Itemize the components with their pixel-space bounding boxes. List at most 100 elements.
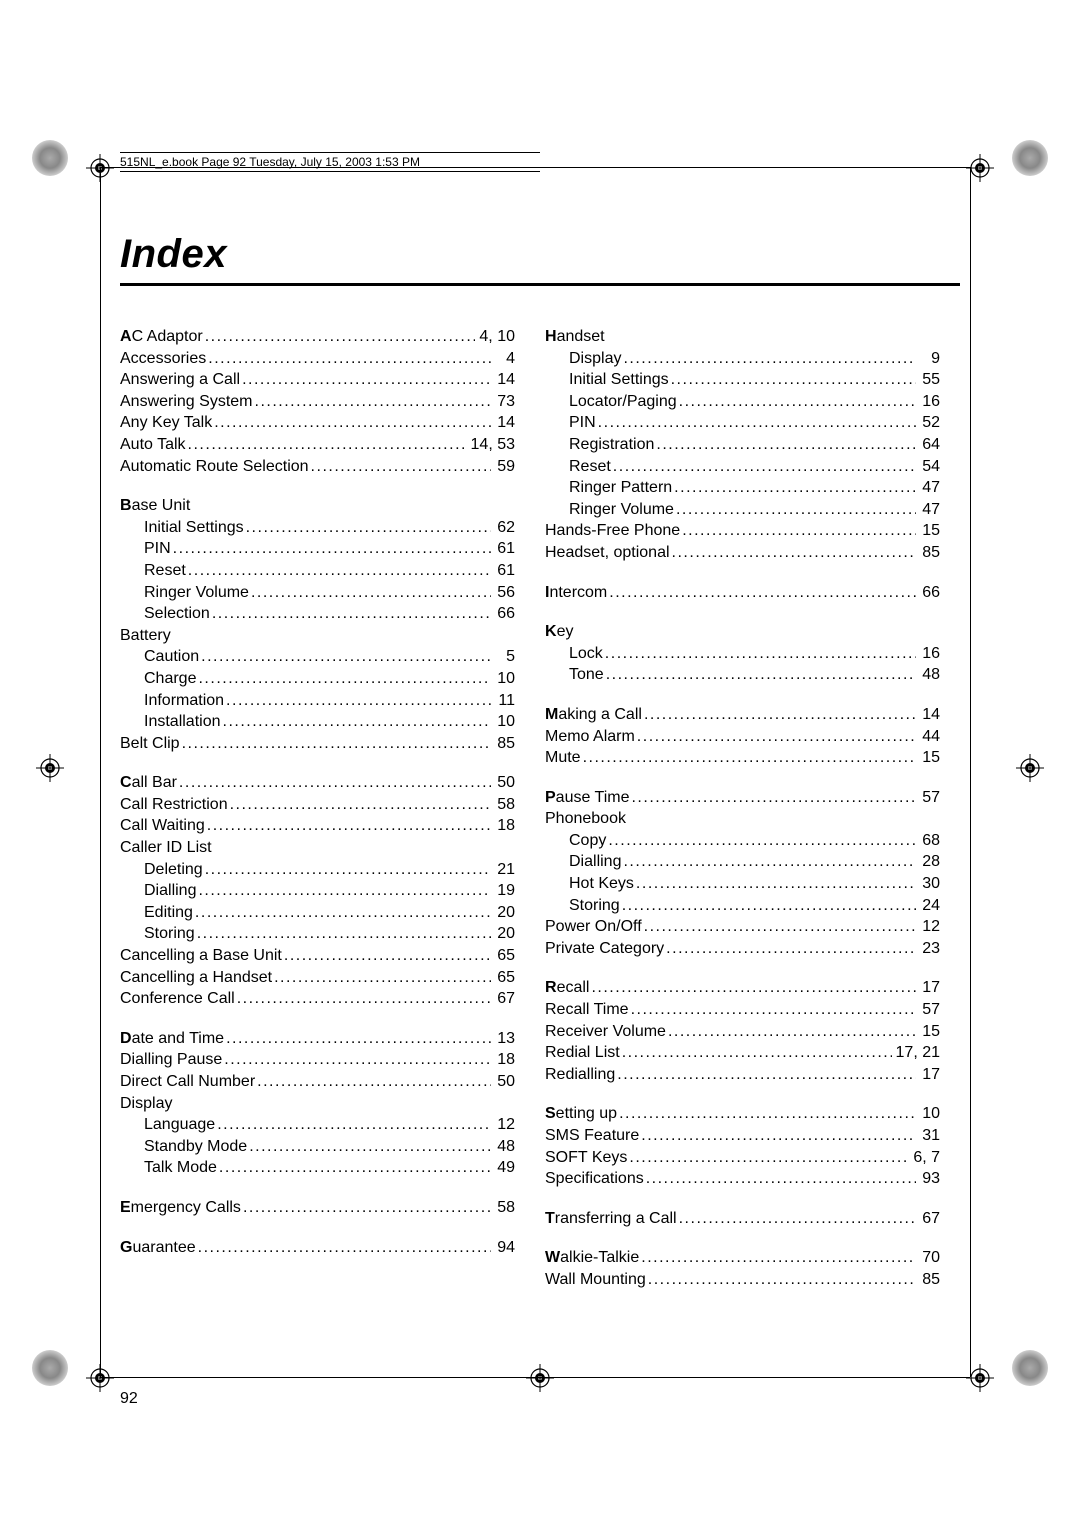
index-page: 17 [916,1064,940,1086]
leader-dots: ........................................… [669,369,916,391]
leader-dots: ........................................… [670,542,916,564]
index-page: 4, 10 [475,326,515,348]
index-label: Making a Call [545,704,642,726]
index-label: Reset [545,456,611,478]
index-label: Dialling [545,851,621,873]
index-label: Copy [545,830,606,852]
index-label: Charge [120,668,196,690]
index-entry: Power On/Off ...........................… [545,916,940,938]
index-page: 52 [916,412,940,434]
index-group: Guarantee ..............................… [120,1237,515,1259]
leader-dots: ........................................… [629,999,916,1021]
index-page: 85 [491,733,515,755]
index-label: Registration [545,434,654,456]
index-header: Handset [545,326,940,348]
leader-dots: ........................................… [241,1197,491,1219]
leader-dots: ........................................… [171,538,491,560]
leader-dots: ........................................… [222,1049,491,1071]
index-page: 11 [491,690,515,712]
index-page: 17 [916,977,940,999]
index-entry: Caution ................................… [120,646,515,668]
index-page: 58 [491,794,515,816]
leader-dots: ........................................… [664,938,916,960]
leader-dots: ........................................… [196,880,491,902]
index-group: Setting up .............................… [545,1103,940,1189]
index-label: Dialling Pause [120,1049,222,1071]
index-page: 16 [916,643,940,665]
index-label: Specifications [545,1168,644,1190]
index-group: Date and Time ..........................… [120,1028,515,1179]
index-entry: Ringer Volume ..........................… [545,499,940,521]
index-entry: Redial List ............................… [545,1042,940,1064]
index-entry: Hands-Free Phone .......................… [545,520,940,542]
index-entry: Storing ................................… [120,923,515,945]
index-entry: Ringer Volume ..........................… [120,582,515,604]
index-header: Phonebook [545,808,940,830]
ml-cross [36,754,64,782]
page-number: 92 [120,1390,138,1408]
index-page: 14, 53 [467,434,515,456]
leader-dots: ........................................… [677,391,916,413]
index-header: Caller ID List [120,837,515,859]
leader-dots: ........................................… [186,434,467,456]
index-page: 18 [491,1049,515,1071]
index-label: Recall [545,977,589,999]
index-label: Emergency Calls [120,1197,241,1219]
index-label: Transferring a Call [545,1208,677,1230]
leader-dots: ........................................… [193,902,491,924]
leader-dots: ........................................… [621,851,916,873]
index-page: 17, 21 [892,1042,940,1064]
index-page: 56 [491,582,515,604]
page: 515NL_e.book Page 92 Tuesday, July 15, 2… [120,150,960,1309]
index-group: Making a Call ..........................… [545,704,940,769]
index-label: Storing [545,895,620,917]
index-label: Editing [120,902,193,924]
index-entry: AC Adaptor .............................… [120,326,515,348]
index-entry: Private Category .......................… [545,938,940,960]
index-entry: Call Restriction .......................… [120,794,515,816]
index-label: Receiver Volume [545,1021,666,1043]
leader-dots: ........................................… [196,1237,491,1259]
index-entry: Editing ................................… [120,902,515,924]
leader-dots: ........................................… [581,747,916,769]
leader-dots: ........................................… [199,646,491,668]
index-page: 70 [916,1247,940,1269]
index-group: Intercom ...............................… [545,582,940,604]
index-label: Redial List [545,1042,620,1064]
index-page: 5 [491,646,515,668]
index-label: Recall Time [545,999,629,1021]
index-label: Storing [120,923,195,945]
index-page: 57 [916,999,940,1021]
index-page: 21 [491,859,515,881]
leader-dots: ........................................… [228,794,491,816]
index-label: AC Adaptor [120,326,203,348]
leader-dots: ........................................… [203,326,476,348]
leader-dots: ........................................… [177,772,491,794]
index-label: Intercom [545,582,607,604]
index-entry: Charge .................................… [120,668,515,690]
index-entry: Making a Call ..........................… [545,704,940,726]
index-label: Dialling [120,880,196,902]
leader-dots: ........................................… [606,830,916,852]
index-entry: Guarantee ..............................… [120,1237,515,1259]
index-entry: Reset ..................................… [120,560,515,582]
index-label: Answering a Call [120,369,240,391]
index-label: Reset [120,560,186,582]
index-entry: Initial Settings .......................… [545,369,940,391]
index-group: AC Adaptor .............................… [120,326,515,477]
index-label: Hot Keys [545,873,634,895]
index-label: Display [545,348,621,370]
index-entry: Automatic Route Selection ..............… [120,456,515,478]
index-entry: Recall Time ............................… [545,999,940,1021]
index-label: Headset, optional [545,542,670,564]
leader-dots: ........................................… [621,348,916,370]
bl-disc [32,1350,68,1386]
index-label: Call Bar [120,772,177,794]
index-page: 65 [491,945,515,967]
index-label: SMS Feature [545,1125,639,1147]
index-page: 16 [916,391,940,413]
index-entry: Installation ...........................… [120,711,515,733]
index-label: Cancelling a Handset [120,967,272,989]
index-label: Lock [545,643,603,665]
index-entry: Information ............................… [120,690,515,712]
